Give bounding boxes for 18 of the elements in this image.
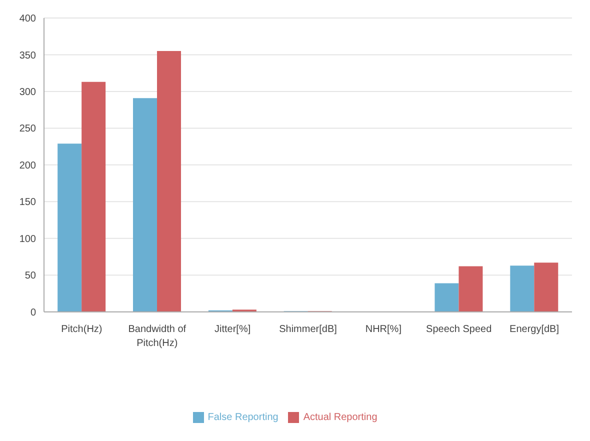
x-tick-label: Speech Speed xyxy=(426,324,492,335)
y-tick-label: 0 xyxy=(30,307,36,318)
y-tick-label: 200 xyxy=(19,160,36,172)
y-tick-label: 100 xyxy=(19,234,36,245)
x-tick-label: Shimmer[dB] xyxy=(279,324,338,335)
y-tick-label: 250 xyxy=(19,124,36,135)
x-tick-label: Energy[dB] xyxy=(510,324,560,335)
x-tick-label: Jitter[%] xyxy=(214,324,251,335)
x-tick-label: Pitch(Hz) xyxy=(61,324,102,335)
legend-label: False Reporting xyxy=(208,412,278,423)
legend-label: Actual Reporting xyxy=(303,412,378,423)
y-tick-label: 50 xyxy=(24,270,36,282)
y-tick-label: 300 xyxy=(19,87,36,98)
x-tick-label: NHR[%] xyxy=(365,324,402,335)
y-tick-label: 150 xyxy=(19,197,36,208)
x-tick-label: Bandwidth of Pitch(Hz) xyxy=(128,324,186,349)
y-tick-label: 400 xyxy=(19,14,36,25)
y-tick-label: 350 xyxy=(19,50,36,62)
